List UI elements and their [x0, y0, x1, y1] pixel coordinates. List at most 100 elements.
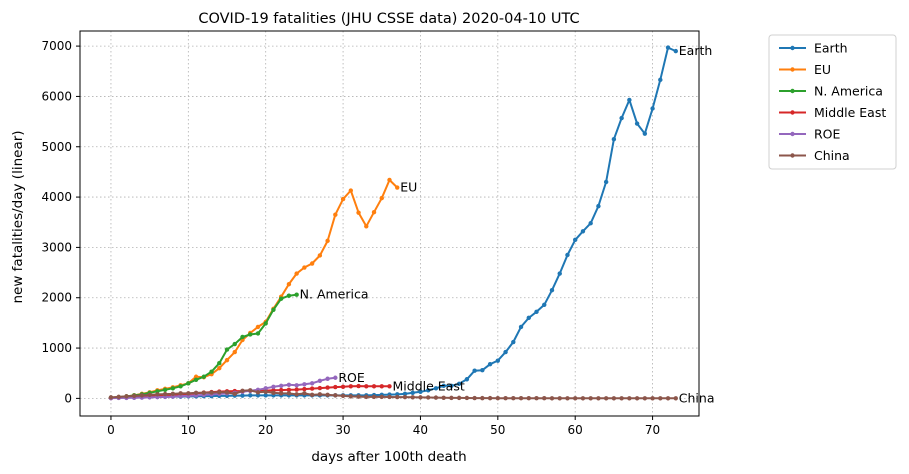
data-point-roe [263, 386, 268, 391]
data-point-roe [309, 381, 315, 386]
data-point-china [472, 395, 477, 401]
data-point-eu [348, 188, 354, 193]
y-tick-label: 2000 [41, 291, 72, 305]
data-point-china [395, 394, 400, 400]
x-tick-label: 40 [413, 423, 428, 437]
data-point-middle-east [364, 384, 369, 389]
data-point-earth [402, 391, 408, 397]
y-tick-label: 3000 [41, 240, 72, 254]
data-point-china [511, 396, 516, 401]
data-point-china [340, 393, 346, 399]
data-point-eu [364, 224, 369, 229]
data-point-china [464, 395, 470, 401]
data-point-china [611, 396, 617, 401]
data-point-earth [565, 252, 570, 258]
series-china [108, 388, 678, 401]
data-point-n-america [278, 296, 284, 301]
data-point-earth [248, 393, 253, 398]
data-point-china [480, 395, 485, 401]
data-point-middle-east [325, 385, 330, 390]
series-n-america [108, 292, 299, 400]
data-point-earth [642, 131, 648, 136]
data-point-earth [263, 393, 268, 398]
data-point-earth [410, 390, 415, 396]
grid-lines [80, 31, 699, 416]
data-point-roe [271, 384, 276, 390]
data-point-china [441, 395, 446, 400]
data-point-china [286, 391, 292, 396]
data-point-earth [441, 383, 446, 389]
legend-label: EU [814, 62, 831, 77]
data-point-n-america [170, 386, 176, 391]
data-point-eu [371, 209, 377, 215]
data-point-earth [464, 377, 470, 382]
data-point-eu [333, 212, 338, 217]
x-tick-label: 20 [258, 423, 273, 437]
data-point-china [364, 394, 369, 400]
data-point-china [526, 396, 531, 401]
data-point-china [255, 390, 261, 395]
data-point-china [634, 396, 640, 401]
data-point-china [116, 394, 121, 400]
data-point-earth [588, 221, 593, 226]
data-point-china [658, 396, 663, 401]
data-point-n-america [263, 321, 268, 326]
data-point-middle-east [317, 385, 323, 391]
legend-item-eu: EU [779, 62, 831, 77]
data-point-n-america [155, 389, 160, 394]
data-point-china [642, 396, 648, 401]
data-point-china [542, 396, 547, 401]
data-point-china [425, 395, 431, 400]
data-point-china [317, 392, 323, 397]
legend-swatch-marker [790, 131, 795, 137]
data-point-china [108, 395, 114, 400]
y-axis-label: new fatalities/day (linear) [10, 130, 26, 303]
data-point-china [588, 396, 593, 401]
data-point-china [271, 390, 276, 396]
data-point-earth [573, 237, 578, 243]
data-point-china [627, 396, 632, 401]
data-point-china [573, 396, 578, 401]
y-tick-label: 7000 [41, 39, 72, 53]
legend-swatch-marker [790, 153, 795, 158]
data-point-china [549, 396, 555, 401]
data-point-earth [480, 368, 485, 373]
x-axis-label: days after 100th death [311, 449, 466, 465]
data-point-n-america [178, 384, 183, 389]
data-point-eu [232, 349, 237, 355]
end-label-china: China [679, 390, 715, 405]
data-point-earth [549, 287, 555, 293]
data-point-china [495, 395, 501, 401]
legend-label: N. America [814, 84, 883, 99]
series-earth [108, 45, 678, 401]
data-point-n-america [286, 293, 292, 298]
plot-frame [79, 30, 700, 417]
data-point-earth [418, 389, 423, 395]
data-point-earth [255, 393, 261, 398]
data-point-earth [557, 271, 562, 276]
data-point-china [673, 396, 678, 401]
data-point-china [356, 394, 361, 399]
legend-item-china: China [779, 148, 850, 163]
data-point-eu [294, 271, 299, 276]
data-point-earth [542, 302, 547, 307]
data-point-china [193, 390, 199, 396]
data-point-china [178, 391, 183, 396]
data-point-china [139, 393, 145, 398]
data-point-n-america [186, 381, 191, 386]
data-point-roe [278, 383, 284, 389]
data-point-middle-east [302, 386, 307, 392]
data-point-n-america [240, 334, 245, 340]
data-point-n-america [294, 292, 299, 297]
x-tick-label: 10 [181, 423, 196, 437]
data-point-eu [286, 281, 292, 287]
data-point-earth [503, 349, 508, 355]
data-point-china [278, 391, 284, 396]
data-point-n-america [201, 374, 206, 379]
data-point-china [217, 390, 222, 395]
data-point-middle-east [379, 384, 384, 389]
data-point-earth [627, 97, 632, 103]
data-point-china [557, 396, 562, 401]
legend-swatch-marker [790, 45, 795, 51]
